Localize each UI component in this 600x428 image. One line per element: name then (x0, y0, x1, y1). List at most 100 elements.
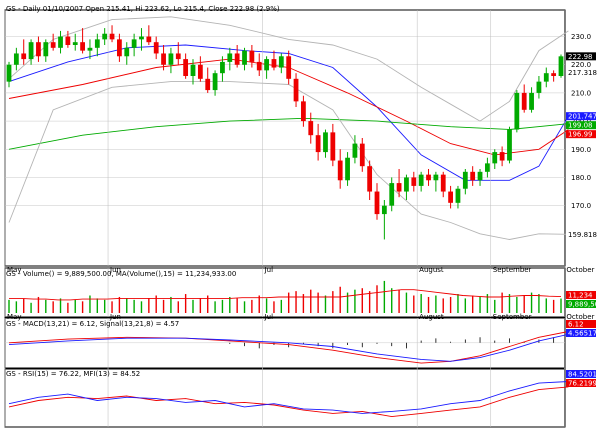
volume-bar (89, 295, 91, 313)
price-value-tag: 217.318 (568, 69, 597, 77)
volume-bar (310, 289, 312, 313)
volume-bar (207, 295, 209, 313)
candle-body (227, 53, 233, 62)
candle-body (521, 92, 527, 110)
candle-body (286, 56, 292, 79)
volume-bar (516, 296, 518, 313)
volume-value-tag: 9,889,50 (568, 301, 599, 309)
candle-body (190, 64, 196, 76)
volume-bar (486, 294, 489, 313)
volume-bar (155, 295, 157, 313)
candle-body (485, 163, 490, 172)
volume-bar (494, 299, 496, 313)
volume-bar (23, 298, 25, 313)
price-tick-label: 230.0 (571, 33, 591, 41)
candle-body (13, 53, 19, 65)
candle-body (381, 205, 387, 215)
candle-body (234, 53, 240, 65)
volume-bar (324, 295, 327, 313)
volume-bar (45, 299, 47, 313)
rsi-line (8, 386, 569, 418)
month-label: May (7, 313, 21, 321)
price-value-tag: 201.747 (568, 113, 597, 121)
candle-body (168, 53, 174, 65)
macd-value-tag: 4.56517 (568, 330, 597, 338)
price-tick-label: 170.0 (571, 202, 591, 210)
price-value-tag-bg (566, 230, 596, 239)
month-label: August (419, 266, 444, 274)
volume-bar (133, 299, 135, 313)
month-label: Jun (109, 266, 121, 274)
candle-body (293, 78, 299, 102)
volume-bar (52, 301, 54, 313)
candle-body (271, 59, 277, 68)
month-label: September (493, 266, 532, 274)
candle-body (359, 143, 365, 167)
volume-bar (74, 299, 76, 313)
volume-bar (287, 292, 290, 313)
price-tick-label: 210.0 (571, 89, 591, 97)
volume-bar (560, 298, 562, 313)
volume-bar (236, 298, 238, 313)
volume-bar (435, 295, 437, 313)
candle-body (50, 42, 56, 48)
candle-body (315, 135, 321, 153)
volume-bar (383, 280, 386, 313)
candle-body (396, 183, 402, 192)
volume-bar (398, 289, 400, 313)
price-panel-header: GS - Daily 01/10/2007 Open 215.41, Hi 22… (6, 5, 280, 13)
volume-bar (376, 285, 378, 313)
volume-bar (111, 301, 113, 313)
volume-value-tag-bg (566, 300, 596, 308)
volume-bar (30, 302, 32, 313)
volume-bar (192, 299, 194, 313)
volume-bar (251, 299, 253, 313)
candle-body (153, 42, 159, 54)
volume-bar (140, 301, 143, 313)
volume-bar (199, 298, 202, 313)
volume-bar (361, 288, 363, 313)
price-value-tag-bg (566, 68, 596, 77)
candle-body (418, 174, 424, 186)
candle-body (499, 152, 505, 161)
candle-body (529, 92, 534, 110)
volume-bar (81, 301, 84, 313)
volume-bar (354, 289, 356, 313)
price-indicator-line-4 (8, 81, 569, 240)
macd-signal-line (8, 333, 569, 362)
rsi-value-tag: 76.2199 (568, 380, 597, 388)
candle-body (352, 143, 358, 158)
candle-body (131, 39, 137, 48)
price-value-tag-bg (566, 121, 596, 130)
macd-value-tag: 6.12 (568, 321, 584, 329)
price-indicator-line-3 (8, 16, 569, 122)
volume-bar (148, 298, 150, 313)
volume-value-tag: 11,234 (568, 292, 593, 300)
volume-bar (545, 298, 547, 313)
volume-bar (273, 301, 275, 313)
candle-body (551, 73, 557, 76)
volume-bar (391, 288, 393, 313)
candle-body (205, 78, 211, 91)
candle-body (146, 36, 152, 43)
volume-bar (302, 294, 305, 313)
candle-body (220, 61, 225, 74)
volume-bar (332, 291, 334, 313)
volume-bar (501, 292, 503, 313)
candle-body (109, 33, 115, 40)
candle-body (433, 174, 439, 181)
volume-bar (184, 294, 187, 313)
mfi-line (8, 381, 569, 414)
price-tick-label: 220.0 (571, 61, 591, 69)
candle-body (323, 132, 328, 153)
rsi-value-tag-bg (566, 370, 596, 378)
month-label: September (493, 313, 532, 321)
volume-bar (420, 294, 422, 313)
macd-panel-header: GS - MACD(13,21) = 6.12, Signal(13,21,8)… (6, 320, 179, 328)
month-label: Jul (264, 313, 274, 321)
candle-body (507, 129, 512, 161)
volume-bar (96, 298, 99, 313)
candle-body (404, 177, 409, 192)
volume-bar (339, 286, 341, 313)
